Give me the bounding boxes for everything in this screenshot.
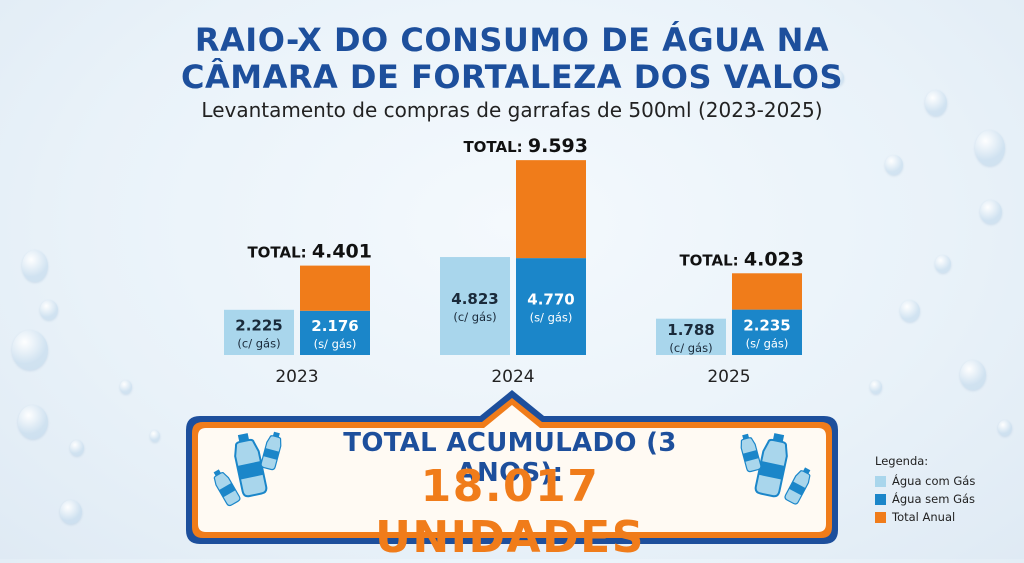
water-drop [960, 360, 986, 390]
data-sublabel-com-gas: (c/ gás) [237, 336, 280, 350]
water-drop [22, 250, 48, 282]
legend-swatch [875, 493, 886, 505]
data-sublabel-sem-gas: (s/ gás) [746, 336, 789, 350]
data-sublabel-com-gas: (c/ gás) [453, 310, 496, 324]
data-sublabel-sem-gas: (s/ gás) [530, 311, 573, 325]
data-label-com-gas: 4.823 [451, 290, 498, 308]
water-bottle-icon [260, 431, 282, 471]
data-sublabel-sem-gas: (s/ gás) [314, 337, 357, 351]
water-drop [870, 380, 882, 394]
x-tick-label: 2025 [707, 367, 750, 387]
legend-label: Água sem Gás [892, 492, 976, 506]
legend-item-total: Total Anual [875, 508, 975, 526]
bar-total-anual [516, 160, 586, 259]
bar-com-gas [656, 318, 726, 355]
chart-subtitle: Levantamento de compras de garrafas de 5… [201, 98, 823, 122]
water-drop [975, 130, 1005, 166]
x-tick-label: 2024 [491, 367, 534, 387]
water-drop [925, 90, 947, 116]
water-bottle-icon [754, 433, 788, 498]
data-sublabel-com-gas: (c/ gás) [669, 341, 712, 355]
legend-swatch [875, 475, 886, 487]
legend: Legenda: Água com Gás Água sem Gás Total… [875, 454, 975, 526]
water-bottle-icon [740, 433, 762, 473]
data-label-sem-gas: 2.176 [311, 317, 358, 335]
x-tick-label: 2023 [275, 367, 318, 387]
legend-label: Água com Gás [892, 474, 976, 488]
water-drop [900, 300, 920, 322]
water-drop [60, 500, 82, 524]
total-label: TOTAL: 4.023 [679, 248, 804, 270]
water-drop [885, 155, 903, 175]
bar-com-gas [224, 309, 294, 355]
water-drop [40, 300, 58, 320]
water-bottle-icon [213, 469, 241, 507]
data-label-sem-gas: 2.235 [743, 316, 790, 334]
water-drop [980, 200, 1002, 224]
water-drop [120, 380, 132, 394]
water-drop [830, 70, 844, 86]
total-label: TOTAL: 9.593 [463, 135, 588, 157]
legend-item-com-gas: Água com Gás [875, 472, 975, 490]
water-bottle-icon [234, 433, 268, 498]
legend-label: Total Anual [892, 510, 956, 524]
bar-chart: 2.225 (c/ gás) 2.176 (s/ gás) TOTAL: 4.401 20… [224, 135, 804, 387]
legend-swatch [875, 511, 886, 523]
water-drop [70, 440, 84, 456]
title-line-2: CÂMARA DE FORTALEZA DOS VALOS [180, 58, 843, 96]
banner-value: 18.017 UNIDADES [375, 461, 645, 563]
bar-sem-gas [732, 309, 802, 355]
water-drop [150, 430, 160, 442]
total-label: TOTAL: 4.401 [247, 241, 372, 263]
water-drop [18, 405, 48, 439]
legend-item-sem-gas: Água sem Gás [875, 490, 975, 508]
bar-com-gas [440, 257, 510, 355]
water-drop [998, 420, 1012, 436]
water-bottle-icon [784, 467, 811, 505]
bar-sem-gas [300, 310, 370, 355]
water-drop [935, 255, 951, 273]
data-label-com-gas: 2.225 [235, 316, 282, 334]
bar-total-anual [300, 265, 370, 311]
banner-frame-inner [198, 405, 826, 532]
legend-title: Legenda: [875, 454, 929, 468]
bar-sem-gas [516, 258, 586, 355]
water-drop [12, 330, 48, 370]
banner-title: TOTAL ACUMULADO (3 ANOS): [343, 428, 677, 488]
bar-total-anual [732, 273, 802, 310]
title-line-1: RAIO-X DO CONSUMO DE ÁGUA NA [194, 21, 830, 59]
data-label-com-gas: 1.788 [667, 321, 714, 339]
data-label-sem-gas: 4.770 [527, 291, 574, 309]
chart-title: RAIO-X DO CONSUMO DE ÁGUA NA CÂMARA DE F… [0, 22, 1024, 96]
